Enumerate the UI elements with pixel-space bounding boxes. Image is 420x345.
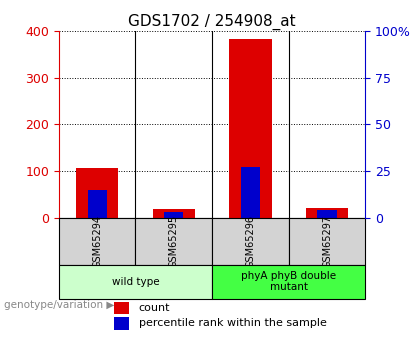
Text: wild type: wild type	[112, 277, 159, 287]
Text: phyA phyB double
mutant: phyA phyB double mutant	[241, 271, 336, 293]
Bar	[306, 208, 348, 218]
Text: GSM65296: GSM65296	[245, 215, 255, 268]
Bar	[241, 167, 260, 218]
Text: GSM65294: GSM65294	[92, 215, 102, 268]
Bar	[153, 209, 195, 218]
Text: GSM65295: GSM65295	[169, 215, 179, 268]
Bar	[76, 168, 118, 218]
FancyBboxPatch shape	[289, 218, 365, 265]
Bar	[114, 317, 129, 329]
FancyBboxPatch shape	[135, 218, 212, 265]
Bar	[318, 210, 337, 218]
Bar	[87, 190, 107, 218]
FancyBboxPatch shape	[59, 218, 135, 265]
Text: genotype/variation ▶: genotype/variation ▶	[4, 300, 115, 310]
FancyBboxPatch shape	[212, 265, 365, 299]
FancyBboxPatch shape	[59, 265, 212, 299]
Text: count: count	[139, 303, 170, 313]
Title: GDS1702 / 254908_at: GDS1702 / 254908_at	[128, 13, 296, 30]
Text: percentile rank within the sample: percentile rank within the sample	[139, 318, 326, 328]
Text: GSM65297: GSM65297	[322, 215, 332, 268]
Bar	[114, 302, 129, 314]
Bar	[229, 39, 271, 218]
FancyBboxPatch shape	[212, 218, 289, 265]
Bar	[164, 212, 184, 218]
